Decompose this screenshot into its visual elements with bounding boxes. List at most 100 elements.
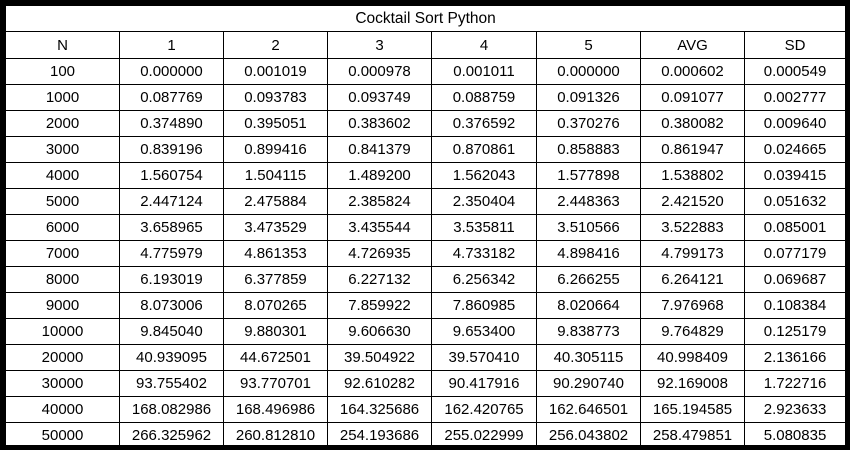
cell-run-3: 2.385824 [327,188,432,215]
cell-run-4: 90.417916 [431,370,537,397]
table-body: 100 0.000000 0.001019 0.000978 0.001011 0.000… [5,58,847,449]
cell-sd: 0.085001 [743,214,847,241]
cell-run-5: 8.020664 [536,292,641,319]
cell-avg: 9.764829 [640,318,745,345]
cell-run-5: 40.305115 [536,344,641,371]
cell-sd: 5.080835 [743,422,847,449]
cell-run-5: 162.646501 [536,396,641,423]
table-title: Cocktail Sort Python [4,5,847,32]
cell-run-5: 90.290740 [536,370,641,397]
cell-avg: 0.861947 [640,136,745,163]
cell-run-5: 256.043802 [536,422,641,449]
cell-run-3: 4.726935 [327,240,432,267]
table-row: 20000 40.939095 44.672501 39.504922 39.57041… [5,344,847,371]
table-row: 2000 0.374890 0.395051 0.383602 0.376592 0.37… [5,110,847,137]
cell-run-5: 6.266255 [536,266,641,293]
cell-run-4: 4.733182 [431,240,537,267]
cell-avg: 258.479851 [640,422,745,449]
cell-run-1: 0.839196 [119,136,224,163]
cell-run-2: 0.001019 [223,58,328,85]
cell-sd: 0.108384 [743,292,847,319]
cell-avg: 3.522883 [640,214,745,241]
cell-run-5: 1.577898 [536,162,641,189]
cell-run-1: 40.939095 [119,344,224,371]
cell-run-3: 39.504922 [327,344,432,371]
header-row: N 1 2 3 4 5 AVG SD [5,31,847,59]
cell-run-1: 9.845040 [119,318,224,345]
cell-run-2: 93.770701 [223,370,328,397]
table-row: 30000 93.755402 93.770701 92.610282 90.41791… [5,370,847,397]
column-header-sd: SD [743,31,847,59]
cell-sd: 0.069687 [743,266,847,293]
table-row: 4000 1.560754 1.504115 1.489200 1.562043 1.57… [5,162,847,189]
cell-run-2: 1.504115 [223,162,328,189]
cell-run-1: 0.087769 [119,84,224,111]
column-header-run-5: 5 [536,31,641,59]
cell-n: 50000 [5,422,120,449]
cell-run-2: 0.093783 [223,84,328,111]
cell-n: 40000 [5,396,120,423]
cell-run-3: 3.435544 [327,214,432,241]
cell-avg: 4.799173 [640,240,745,267]
cell-avg: 0.091077 [640,84,745,111]
column-header-run-2: 2 [223,31,328,59]
cell-run-3: 0.383602 [327,110,432,137]
cell-run-3: 254.193686 [327,422,432,449]
cell-run-4: 7.860985 [431,292,537,319]
cell-run-4: 1.562043 [431,162,537,189]
cell-n: 8000 [5,266,120,293]
cell-run-3: 0.000978 [327,58,432,85]
table-row: 9000 8.073006 8.070265 7.859922 7.860985 8.02… [5,292,847,319]
cell-n: 30000 [5,370,120,397]
cell-run-4: 162.420765 [431,396,537,423]
cell-sd: 2.923633 [743,396,847,423]
table-row: 6000 3.658965 3.473529 3.435544 3.535811 3.51… [5,214,847,241]
cell-run-2: 8.070265 [223,292,328,319]
cell-run-2: 0.395051 [223,110,328,137]
cell-avg: 0.380082 [640,110,745,137]
column-header-avg: AVG [640,31,745,59]
cell-run-5: 2.448363 [536,188,641,215]
cell-sd: 2.136166 [743,344,847,371]
cell-run-1: 3.658965 [119,214,224,241]
cell-run-4: 2.350404 [431,188,537,215]
cell-run-2: 3.473529 [223,214,328,241]
table-row: 8000 6.193019 6.377859 6.227132 6.256342 6.26… [5,266,847,293]
cell-run-3: 164.325686 [327,396,432,423]
cell-run-2: 9.880301 [223,318,328,345]
cell-run-3: 0.093749 [327,84,432,111]
cell-avg: 165.194585 [640,396,745,423]
table-row: 50000 266.325962 260.812810 254.193686 255.0… [5,422,847,449]
cell-run-5: 0.370276 [536,110,641,137]
cell-run-4: 0.001011 [431,58,537,85]
table-row: 3000 0.839196 0.899416 0.841379 0.870861 0.85… [5,136,847,163]
cell-run-3: 6.227132 [327,266,432,293]
cell-sd: 0.000549 [743,58,847,85]
cell-run-2: 2.475884 [223,188,328,215]
cell-n: 20000 [5,344,120,371]
cell-sd: 0.125179 [743,318,847,345]
cell-n: 3000 [5,136,120,163]
cell-run-1: 266.325962 [119,422,224,449]
cell-run-2: 260.812810 [223,422,328,449]
cell-run-4: 0.870861 [431,136,537,163]
cell-n: 10000 [5,318,120,345]
cell-run-1: 1.560754 [119,162,224,189]
cell-avg: 2.421520 [640,188,745,215]
cell-n: 100 [5,58,120,85]
cell-run-5: 3.510566 [536,214,641,241]
cell-run-4: 0.088759 [431,84,537,111]
cell-n: 4000 [5,162,120,189]
cell-avg: 0.000602 [640,58,745,85]
cell-run-2: 6.377859 [223,266,328,293]
cell-run-4: 0.376592 [431,110,537,137]
cell-avg: 1.538802 [640,162,745,189]
cell-run-4: 255.022999 [431,422,537,449]
cell-run-4: 9.653400 [431,318,537,345]
cell-run-5: 0.000000 [536,58,641,85]
table-row: 5000 2.447124 2.475884 2.385824 2.350404 2.44… [5,188,847,215]
cell-run-4: 39.570410 [431,344,537,371]
cell-sd: 1.722716 [743,370,847,397]
cell-sd: 0.077179 [743,240,847,267]
cell-n: 1000 [5,84,120,111]
